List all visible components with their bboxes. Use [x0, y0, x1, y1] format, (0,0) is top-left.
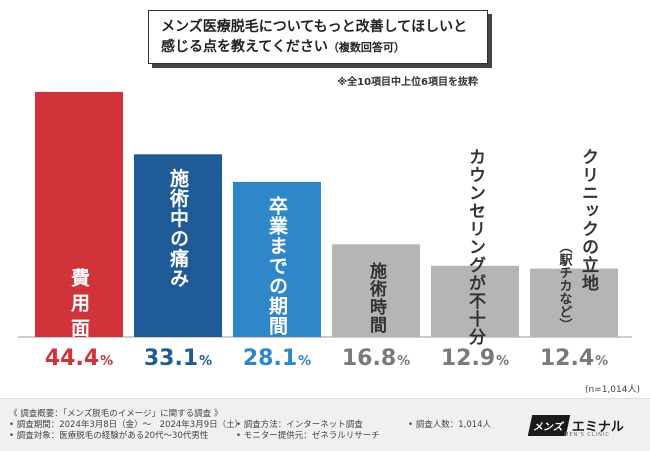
logo-tagline: MEN'S CLINIC	[564, 432, 610, 438]
footer-col-1: 《 調査概要：「メンズ脱毛のイメージ」に関する調査 》 • 調査期間：2024年…	[9, 409, 243, 442]
chart-note: ※全10項目中上位6項目を抜粋	[337, 77, 478, 88]
chart-title-sub: （複数回答可）	[327, 41, 405, 54]
value-label-3: 28.1%	[243, 346, 311, 371]
footer-line: • 調査対象：医療脱毛の経験がある20代～30代男性	[9, 431, 209, 441]
footer-col-3: • 調査人数：1,014人	[408, 420, 491, 431]
bar-label-2: 施術中の痛み	[167, 167, 190, 288]
chart-title-box: メンズ医療脱毛についてもっと改善してほしいと 感じる点を教えてください（複数回答…	[148, 10, 488, 64]
bar-6	[530, 268, 618, 337]
bar-label-4: 施術時間	[366, 261, 388, 334]
value-label-4: 16.8%	[342, 346, 410, 371]
value-label-6: 12.4%	[540, 346, 608, 371]
footer-line: • 調査方法：インターネット調査	[236, 420, 363, 430]
logo-text: エミナル	[571, 419, 624, 435]
survey-footer: 《 調査概要：「メンズ脱毛のイメージ」に関する調査 》 • 調査期間：2024年…	[0, 398, 650, 451]
bar-label-paren-6: （駅チカなど）	[557, 240, 574, 331]
footer-line: • 調査期間：2024年3月8日（金）～ 2024年3月9日（土）	[9, 420, 244, 430]
bar-3	[233, 181, 321, 337]
bar-label-3: 卒業までの期間	[266, 195, 289, 336]
brand-logo: メンズ エミナル MEN'S CLINIC	[527, 412, 624, 438]
footer-line: 《 調査概要：「メンズ脱毛のイメージ」に関する調査 》	[9, 409, 223, 419]
value-label-2: 33.1%	[144, 346, 212, 371]
chart-title-line2: 感じる点を教えてください（複数回答可）	[161, 37, 477, 58]
bar-label-5: カウンセリングが不十分	[465, 148, 486, 346]
sample-size: (n=1,014人)	[585, 384, 640, 395]
bar-5	[431, 265, 519, 337]
bar-2	[134, 154, 222, 337]
bar-1	[35, 91, 123, 337]
bar-label-1: 費用面	[68, 267, 90, 343]
chart-title-line2-text: 感じる点を教えてください	[161, 39, 328, 55]
bar-chart: 費用面 44.4% 施術中の痛み 33.1% 卒業までの期間 28.1% 施術時間 16.8%…	[18, 91, 640, 395]
footer-line: • 調査人数：1,014人	[408, 420, 492, 430]
bar-4	[332, 244, 420, 337]
value-label-1: 44.4%	[45, 346, 113, 371]
footer-line: • モニター提供元：ゼネラルリサーチ	[236, 431, 380, 441]
bar-label-6: クリニックの立地	[578, 148, 599, 292]
value-label-5: 12.9%	[441, 346, 509, 371]
footer-col-2: • 調査方法：インターネット調査 • モニター提供元：ゼネラルリサーチ	[236, 420, 380, 442]
chart-title-line1: メンズ医療脱毛についてもっと改善してほしいと	[161, 19, 468, 35]
